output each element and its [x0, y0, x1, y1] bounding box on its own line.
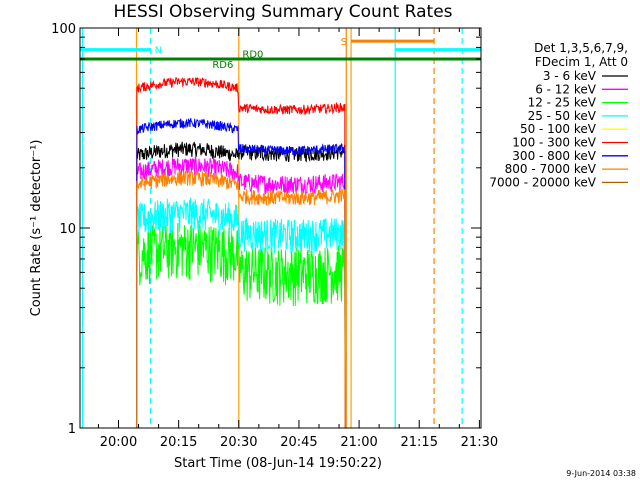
series-line-7 — [136, 169, 346, 429]
series-line-0 — [136, 141, 346, 429]
legend-label-7: 800 - 7000 keV — [505, 162, 597, 176]
legend-label-4: 50 - 100 keV — [520, 122, 597, 136]
x-tick-label-5: 21:15 — [401, 435, 438, 450]
legend-label-6: 300 - 800 keV — [512, 149, 596, 163]
x-tick-label-1: 20:15 — [160, 435, 197, 450]
flag-annotation-1: RD6 — [212, 60, 233, 71]
legend-label-0: 3 - 6 keV — [543, 69, 597, 83]
date-stamp: 9-Jun-2014 03:38 — [566, 469, 636, 478]
y-tick-label-1: 10 — [59, 222, 76, 237]
series-line-3 — [136, 197, 346, 429]
x-tick-label-6: 21:30 — [461, 435, 498, 450]
legend-label-5: 100 - 300 keV — [512, 136, 596, 150]
x-tick-label-4: 21:00 — [340, 435, 377, 450]
flag-label-2: S — [341, 37, 347, 48]
legend-label-1: 6 - 12 keV — [535, 82, 597, 96]
legend-header-line-2: FDecim 1, Att 0 — [535, 55, 628, 69]
series-line-1 — [136, 156, 346, 429]
axis-ticks: 20:00 20:15 20:30 20:45 21:00 21:15 21:30 1 10 10… — [51, 22, 498, 450]
legend-label-8: 7000 - 20000 keV — [489, 175, 596, 189]
legend-label-3: 25 - 50 keV — [528, 109, 597, 123]
x-tick-label-2: 20:30 — [220, 435, 257, 450]
flag-annotation-0: RD0 — [242, 50, 263, 61]
series-line-6 — [136, 118, 346, 429]
y-axis-label: Count Rate (s⁻¹ detector⁻¹) — [29, 140, 44, 317]
legend-label-2: 12 - 25 keV — [528, 96, 597, 110]
x-tick-label-3: 20:45 — [280, 435, 317, 450]
series-line-5 — [136, 77, 346, 429]
y-tick-label-0: 1 — [68, 422, 76, 437]
x-axis-label: Start Time (08-Jun-14 19:50:22) — [174, 456, 382, 471]
plot-area: N S RD0 RD6 — [80, 28, 481, 429]
chart-title: HESSI Observing Summary Count Rates — [113, 2, 452, 22]
x-tick-label-0: 20:00 — [100, 435, 137, 450]
legend-header-line-1: Det 1,3,5,6,7,9, — [534, 41, 628, 55]
y-tick-label-2: 100 — [51, 22, 76, 37]
series-line-2 — [136, 222, 346, 429]
flag-label-0: N — [155, 46, 162, 57]
